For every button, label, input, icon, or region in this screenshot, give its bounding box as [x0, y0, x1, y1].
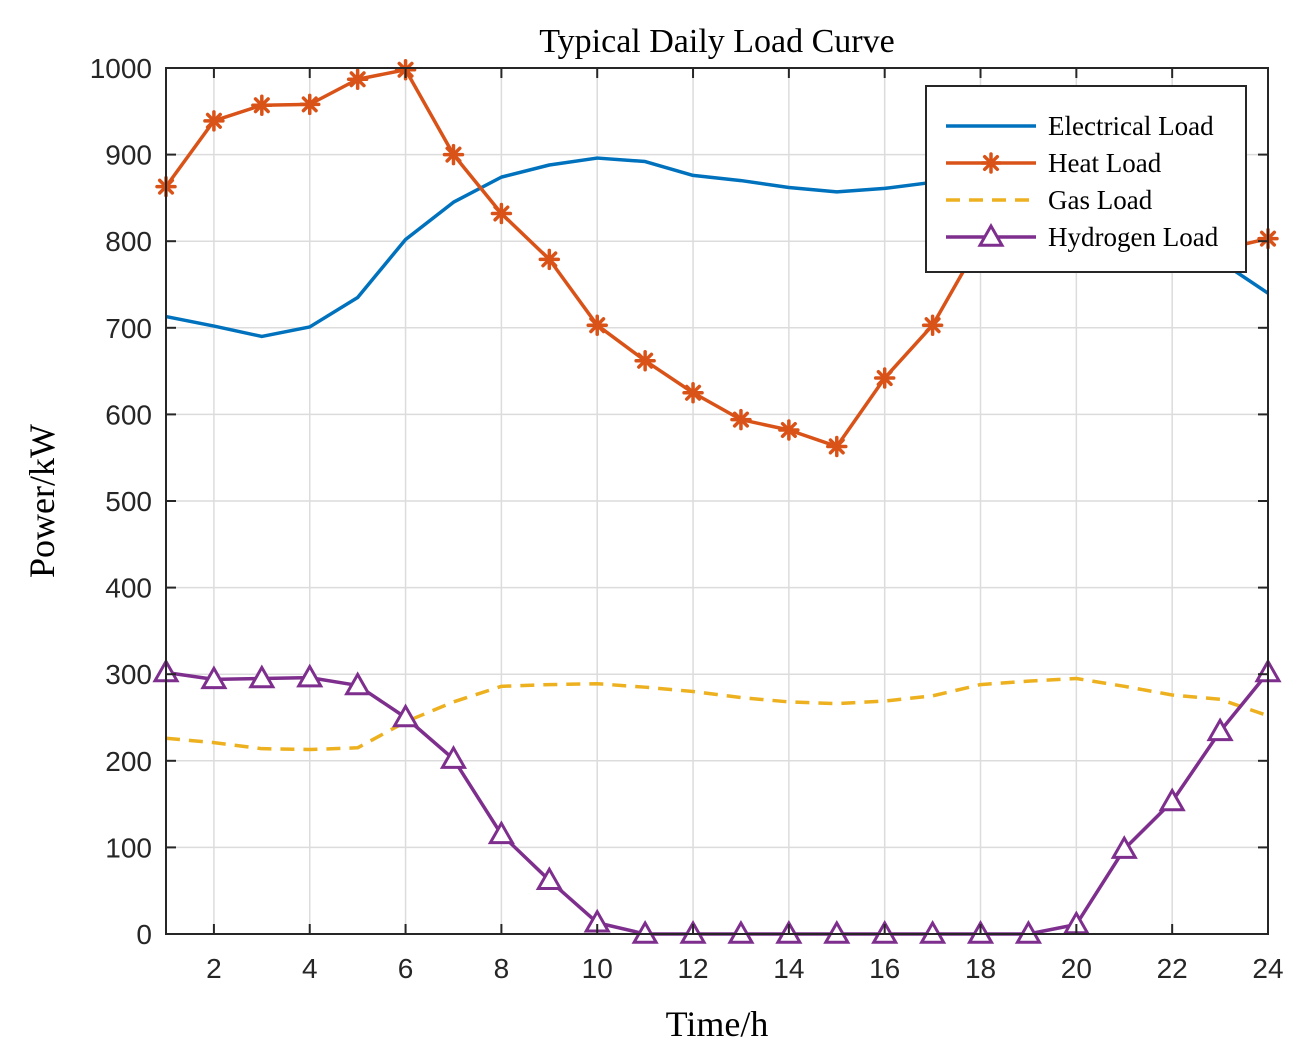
chart-title: Typical Daily Load Curve [539, 23, 894, 60]
asterisk-stroke [445, 146, 462, 163]
x-tick-label: 4 [302, 953, 318, 984]
y-tick-label: 700 [105, 313, 152, 344]
asterisk-stroke [732, 411, 750, 428]
data-point-hydrogen-load [631, 919, 659, 944]
y-tick-label: 200 [105, 746, 152, 777]
legend-label-hydrogen-load: Hydrogen Load [1048, 222, 1219, 252]
data-point-hydrogen-load [727, 919, 755, 944]
y-tick-label: 1000 [90, 53, 152, 84]
axis-ticks: 2 4 6 8 10 12 14 16 18 20 22 2401002003004005006007… [90, 53, 1284, 984]
x-tick-label: 2 [206, 953, 222, 984]
data-point-hydrogen-load [296, 663, 324, 688]
x-tick-label: 18 [965, 953, 996, 984]
x-axis-label: Time/h [666, 1004, 769, 1044]
y-tick-label: 500 [105, 486, 152, 517]
data-point-heat-load [346, 68, 369, 91]
y-tick-label: 800 [105, 226, 152, 257]
plot-series [152, 58, 1282, 944]
data-point-hydrogen-load [919, 919, 947, 944]
legend-marker-hydrogen-load [977, 222, 1005, 247]
data-point-heat-load [730, 408, 752, 431]
data-point-heat-load [538, 248, 561, 271]
x-tick-label: 24 [1252, 953, 1283, 984]
x-tick-label: 6 [398, 953, 414, 984]
legend-item-hydrogen-load: Hydrogen Load [946, 222, 1219, 252]
legend-item-heat-load: Heat Load [946, 148, 1162, 178]
asterisk-stroke [780, 421, 797, 439]
data-point-heat-load [682, 382, 704, 404]
asterisk-stroke [253, 97, 270, 114]
y-tick-label: 900 [105, 140, 152, 171]
data-point-heat-load [634, 349, 656, 372]
data-point-heat-load [873, 367, 896, 389]
legend-label-electrical-load: Electrical Load [1048, 111, 1214, 141]
series-line-hydrogen-load [165, 670, 1270, 936]
data-point-hydrogen-load [1158, 787, 1186, 812]
legend-item-gas-load: Gas Load [946, 185, 1153, 215]
data-point-heat-load [251, 94, 273, 116]
asterisk-stroke [205, 112, 222, 129]
y-tick-label: 0 [136, 919, 152, 950]
data-point-hydrogen-load [1206, 717, 1234, 742]
legend-box [925, 85, 1247, 273]
data-point-heat-load [921, 314, 944, 336]
data-point-heat-load [778, 419, 800, 441]
asterisk-stroke [828, 438, 845, 455]
x-tick-label: 16 [869, 953, 900, 984]
data-point-heat-load [298, 93, 321, 116]
data-point-hydrogen-load [487, 820, 515, 845]
data-point-heat-load [490, 202, 513, 225]
x-tick-label: 20 [1061, 953, 1092, 984]
data-point-hydrogen-load [200, 665, 228, 690]
y-tick-label: 400 [105, 573, 152, 604]
y-tick-label: 600 [105, 399, 152, 430]
series-gas-load [165, 676, 1269, 752]
x-tick-label: 8 [494, 953, 510, 984]
asterisk-stroke [876, 369, 893, 387]
x-tick-label: 22 [1157, 953, 1188, 984]
data-point-hydrogen-load [1110, 835, 1138, 859]
asterisk-stroke [637, 352, 654, 369]
data-point-hydrogen-load [344, 671, 372, 696]
data-point-hydrogen-load [823, 919, 851, 944]
data-point-heat-load [203, 110, 225, 132]
data-point-hydrogen-load [439, 745, 468, 769]
legend-item-electrical-load: Electrical Load [946, 111, 1214, 141]
asterisk-stroke [349, 71, 366, 88]
asterisk-stroke [493, 205, 510, 222]
data-point-hydrogen-load [535, 866, 563, 891]
asterisk-stroke [541, 251, 558, 268]
data-point-hydrogen-load [391, 703, 420, 728]
legend: Electrical Load Heat Load Gas Load Hydrogen… [925, 85, 1247, 273]
asterisk-stroke [589, 317, 606, 334]
asterisk-stroke [982, 154, 1000, 172]
asterisk-stroke [924, 317, 941, 334]
y-axis-label: Power/kW [22, 424, 62, 578]
x-tick-label: 12 [677, 953, 708, 984]
data-point-heat-load [826, 435, 848, 458]
legend-marker-heat-load [980, 152, 1002, 174]
legend-label-gas-load: Gas Load [1048, 185, 1153, 215]
y-tick-label: 100 [105, 832, 152, 863]
legend-label-heat-load: Heat Load [1048, 148, 1162, 178]
asterisk-stroke [684, 384, 702, 401]
x-tick-label: 10 [582, 953, 613, 984]
x-tick-label: 14 [773, 953, 804, 984]
data-point-heat-load [586, 314, 608, 336]
data-point-hydrogen-load [1014, 919, 1043, 944]
asterisk-stroke [301, 96, 318, 113]
data-point-heat-load [442, 143, 465, 166]
y-tick-label: 300 [105, 659, 152, 690]
series-hydrogen-load [152, 658, 1282, 944]
series-line-gas-load [165, 676, 1269, 752]
data-point-hydrogen-load [248, 664, 276, 689]
